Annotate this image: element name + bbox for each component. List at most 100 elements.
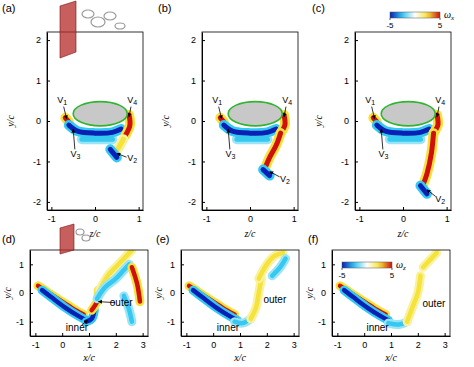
- vorticity-core: [344, 290, 388, 320]
- tick: 0: [248, 207, 253, 224]
- tick-mark: [332, 293, 335, 294]
- tick-label: 1: [170, 260, 175, 270]
- tick: 0: [60, 333, 65, 350]
- tick: 0: [36, 116, 50, 126]
- tick: 0: [344, 116, 358, 126]
- annotation: V2: [435, 194, 445, 204]
- inset-vortex: [82, 10, 94, 18]
- tick-mark: [202, 81, 205, 82]
- annotations: innerouter: [217, 294, 287, 334]
- tick: 1: [87, 333, 92, 350]
- tick-label: 0: [60, 340, 65, 350]
- tick-mark: [267, 333, 268, 336]
- panel: -10123-101x/cinnerouter: [318, 250, 451, 363]
- tick-mark: [47, 121, 50, 122]
- tick-label: -2: [33, 197, 41, 207]
- colorbar-tick: [392, 268, 393, 270]
- annotation: V1: [212, 95, 222, 105]
- tick-label: 1: [36, 76, 41, 86]
- inset-vortex: [82, 235, 90, 241]
- tick-mark: [30, 264, 33, 265]
- plot-background: [355, 32, 451, 210]
- tick-mark: [35, 333, 36, 336]
- tick: 3: [141, 333, 146, 350]
- annotation: V1: [365, 95, 375, 105]
- tick-label: 1: [445, 214, 450, 224]
- tick: -1: [33, 157, 50, 167]
- x-axis-title: x/c: [384, 352, 397, 363]
- tick-mark: [355, 161, 358, 162]
- vorticity-halo: [265, 133, 280, 167]
- tick-label: 3: [443, 340, 448, 350]
- tick-mark: [294, 207, 295, 210]
- tick: 1: [445, 207, 450, 224]
- annotation-arrow: [427, 190, 435, 196]
- wing-section: [381, 102, 435, 126]
- annotation: V2: [280, 174, 290, 184]
- tick-mark: [143, 333, 144, 336]
- annotation-arrow: [228, 129, 230, 149]
- tick-mark: [51, 207, 52, 210]
- x-axis: -10123: [31, 333, 149, 350]
- y-axis: -101: [16, 251, 33, 337]
- annotation-arrow: [284, 107, 286, 117]
- panel-label: (f): [308, 233, 318, 245]
- panel-label: (a): [2, 2, 15, 14]
- colorbar-title: ωx: [444, 9, 455, 22]
- y-axis: -101: [167, 251, 184, 337]
- vorticity-core: [423, 253, 436, 267]
- tick-label: 0: [19, 288, 24, 298]
- tick-mark: [47, 202, 50, 203]
- annotations: innerouter: [366, 298, 446, 333]
- colorbar-tick: [390, 18, 391, 20]
- axis-line: [48, 210, 144, 211]
- tick-mark: [332, 322, 335, 323]
- tick: 3: [292, 333, 297, 350]
- tick-label: 0: [93, 214, 98, 224]
- tick-mark: [447, 207, 448, 210]
- vorticity-halo: [407, 276, 420, 322]
- panel: -101-2-1012z/cV1V3V4V2: [188, 32, 299, 239]
- annotation-arrow: [73, 129, 75, 149]
- tick-mark: [359, 207, 360, 210]
- tick-label: -2: [188, 197, 196, 207]
- inset: [60, 1, 125, 58]
- tick-mark: [89, 333, 90, 336]
- plot-background: [47, 32, 143, 210]
- tick: 1: [19, 260, 33, 270]
- vorticity-core: [272, 259, 285, 276]
- tick-mark: [391, 333, 392, 336]
- inset-vortex: [76, 229, 84, 235]
- tick-label: 0: [344, 116, 349, 126]
- x-axis: -101: [203, 207, 299, 224]
- inset-plane: [60, 224, 74, 254]
- x-axis: -101: [48, 207, 144, 224]
- x-axis-title: x/c: [233, 352, 246, 363]
- tick: 2: [344, 35, 358, 45]
- tick-mark: [355, 121, 358, 122]
- tick-mark: [403, 207, 404, 210]
- panel-label: (c): [312, 2, 325, 14]
- tick: 2: [191, 35, 205, 45]
- panel-label: (b): [158, 2, 171, 14]
- panel: -101-2-1012z/cV1V3V4V2: [33, 32, 144, 239]
- colorbar-tick: [342, 268, 343, 270]
- annotation: V1: [57, 95, 67, 105]
- tick: -1: [183, 333, 191, 350]
- annotation-arrow: [129, 107, 131, 117]
- annotation: V3: [70, 150, 80, 160]
- x-axis-title: z/c: [243, 228, 256, 239]
- tick-mark: [240, 333, 241, 336]
- colorbar-tick-label: -5: [338, 271, 346, 280]
- annotation: outer: [263, 294, 286, 305]
- tick-label: 1: [137, 214, 142, 224]
- tick-mark: [206, 207, 207, 210]
- tick-mark: [30, 293, 33, 294]
- tick-mark: [355, 202, 358, 203]
- colorbar-title: ωz: [396, 259, 406, 272]
- tick: -1: [341, 157, 358, 167]
- tick-mark: [95, 207, 96, 210]
- tick: 0: [170, 288, 184, 298]
- tick-mark: [364, 333, 365, 336]
- tick-label: -2: [341, 197, 349, 207]
